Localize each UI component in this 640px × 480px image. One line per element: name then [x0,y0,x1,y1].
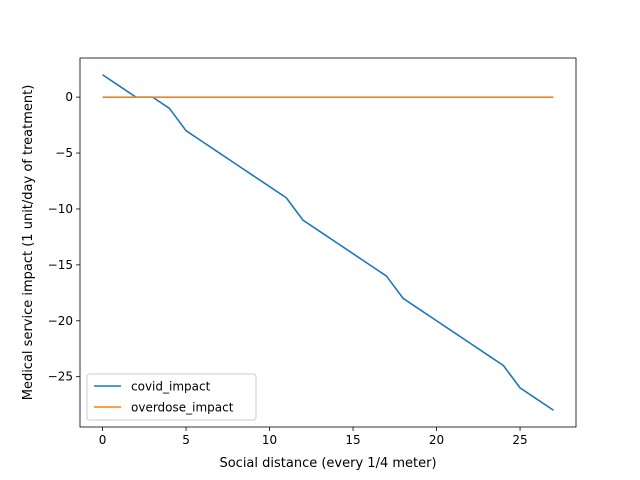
series-line-covid-impact [102,74,554,411]
plot-frame [79,57,577,428]
x-tick-label: 20 [429,433,444,447]
x-axis-label: Social distance (every 1/4 meter) [219,456,436,471]
x-tick-label: 0 [99,433,107,447]
y-tick-label: −20 [48,314,73,328]
y-axis-label: Medical service impact (1 unit/day of tr… [21,85,36,401]
axes-layer: 0 5 10 15 20 25 0 −5 −10 −15 −20 −25 [48,90,528,447]
y-tick-label: 0 [65,90,73,104]
x-tick-label: 10 [262,433,277,447]
legend-box [86,373,257,421]
plot-area [80,58,576,427]
x-tick-label: 15 [345,433,360,447]
y-tick-label: −10 [48,202,73,216]
y-tick-label: −5 [55,146,73,160]
y-tick-label: −15 [48,258,73,272]
legend-label: covid_impact [131,380,211,394]
legend: covid_impact overdose_impact [86,373,257,421]
x-tick-label: 5 [182,433,190,447]
y-tick-label: −25 [48,370,73,384]
series-layer [102,74,554,411]
x-tick-label: 25 [512,433,527,447]
legend-label: overdose_impact [131,401,234,415]
